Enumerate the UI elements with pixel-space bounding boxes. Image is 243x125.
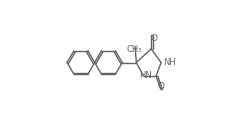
Text: O: O (157, 82, 165, 91)
Text: CH₃: CH₃ (127, 45, 142, 54)
Text: O: O (150, 34, 157, 43)
Text: NH: NH (164, 58, 176, 67)
Text: HN: HN (139, 71, 152, 80)
